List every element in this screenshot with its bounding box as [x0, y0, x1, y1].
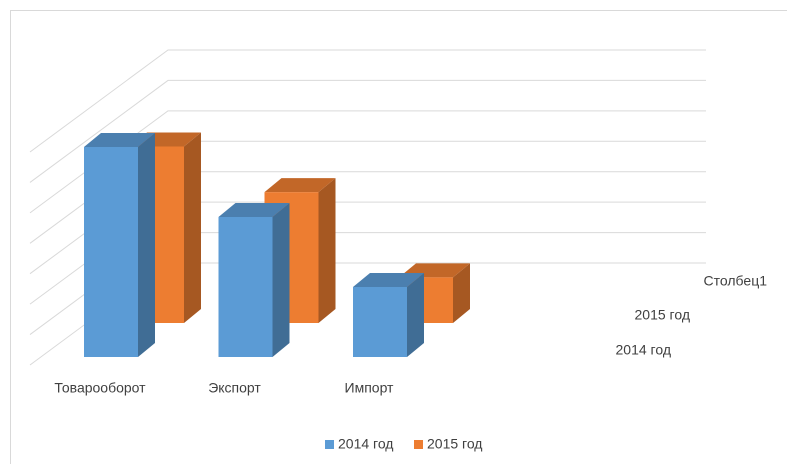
bar-top [84, 133, 155, 148]
bar-side [318, 178, 336, 323]
bar [84, 133, 155, 357]
legend-swatch [414, 440, 423, 449]
legend-swatch [325, 440, 334, 449]
grid-line [29, 49, 706, 153]
depth-label: 2015 год [635, 307, 690, 323]
bar-top [353, 273, 424, 288]
legend-label: 2014 год [338, 436, 393, 452]
bar-front [218, 217, 273, 357]
bar-side [138, 133, 155, 357]
x-tick-label: Экспорт [208, 380, 261, 396]
depth-label: 2014 год [616, 342, 671, 358]
bar-top [218, 203, 290, 218]
x-tick-label: Импорт [345, 380, 395, 396]
legend-label: 2015 год [427, 436, 482, 452]
grid-line [29, 110, 706, 214]
bar-top [264, 178, 336, 193]
bar-front [84, 147, 138, 357]
bar-side [272, 203, 290, 357]
bar-side [453, 263, 470, 323]
x-tick-label: Товарооборот [54, 380, 146, 396]
grid-line [29, 79, 706, 183]
bar-front [353, 287, 407, 357]
bar [353, 273, 424, 357]
bar-side [184, 132, 201, 323]
bar-side [407, 273, 424, 357]
chart-border [10, 10, 787, 464]
depth-label: Столбец1 [704, 273, 768, 289]
bar [218, 203, 290, 357]
